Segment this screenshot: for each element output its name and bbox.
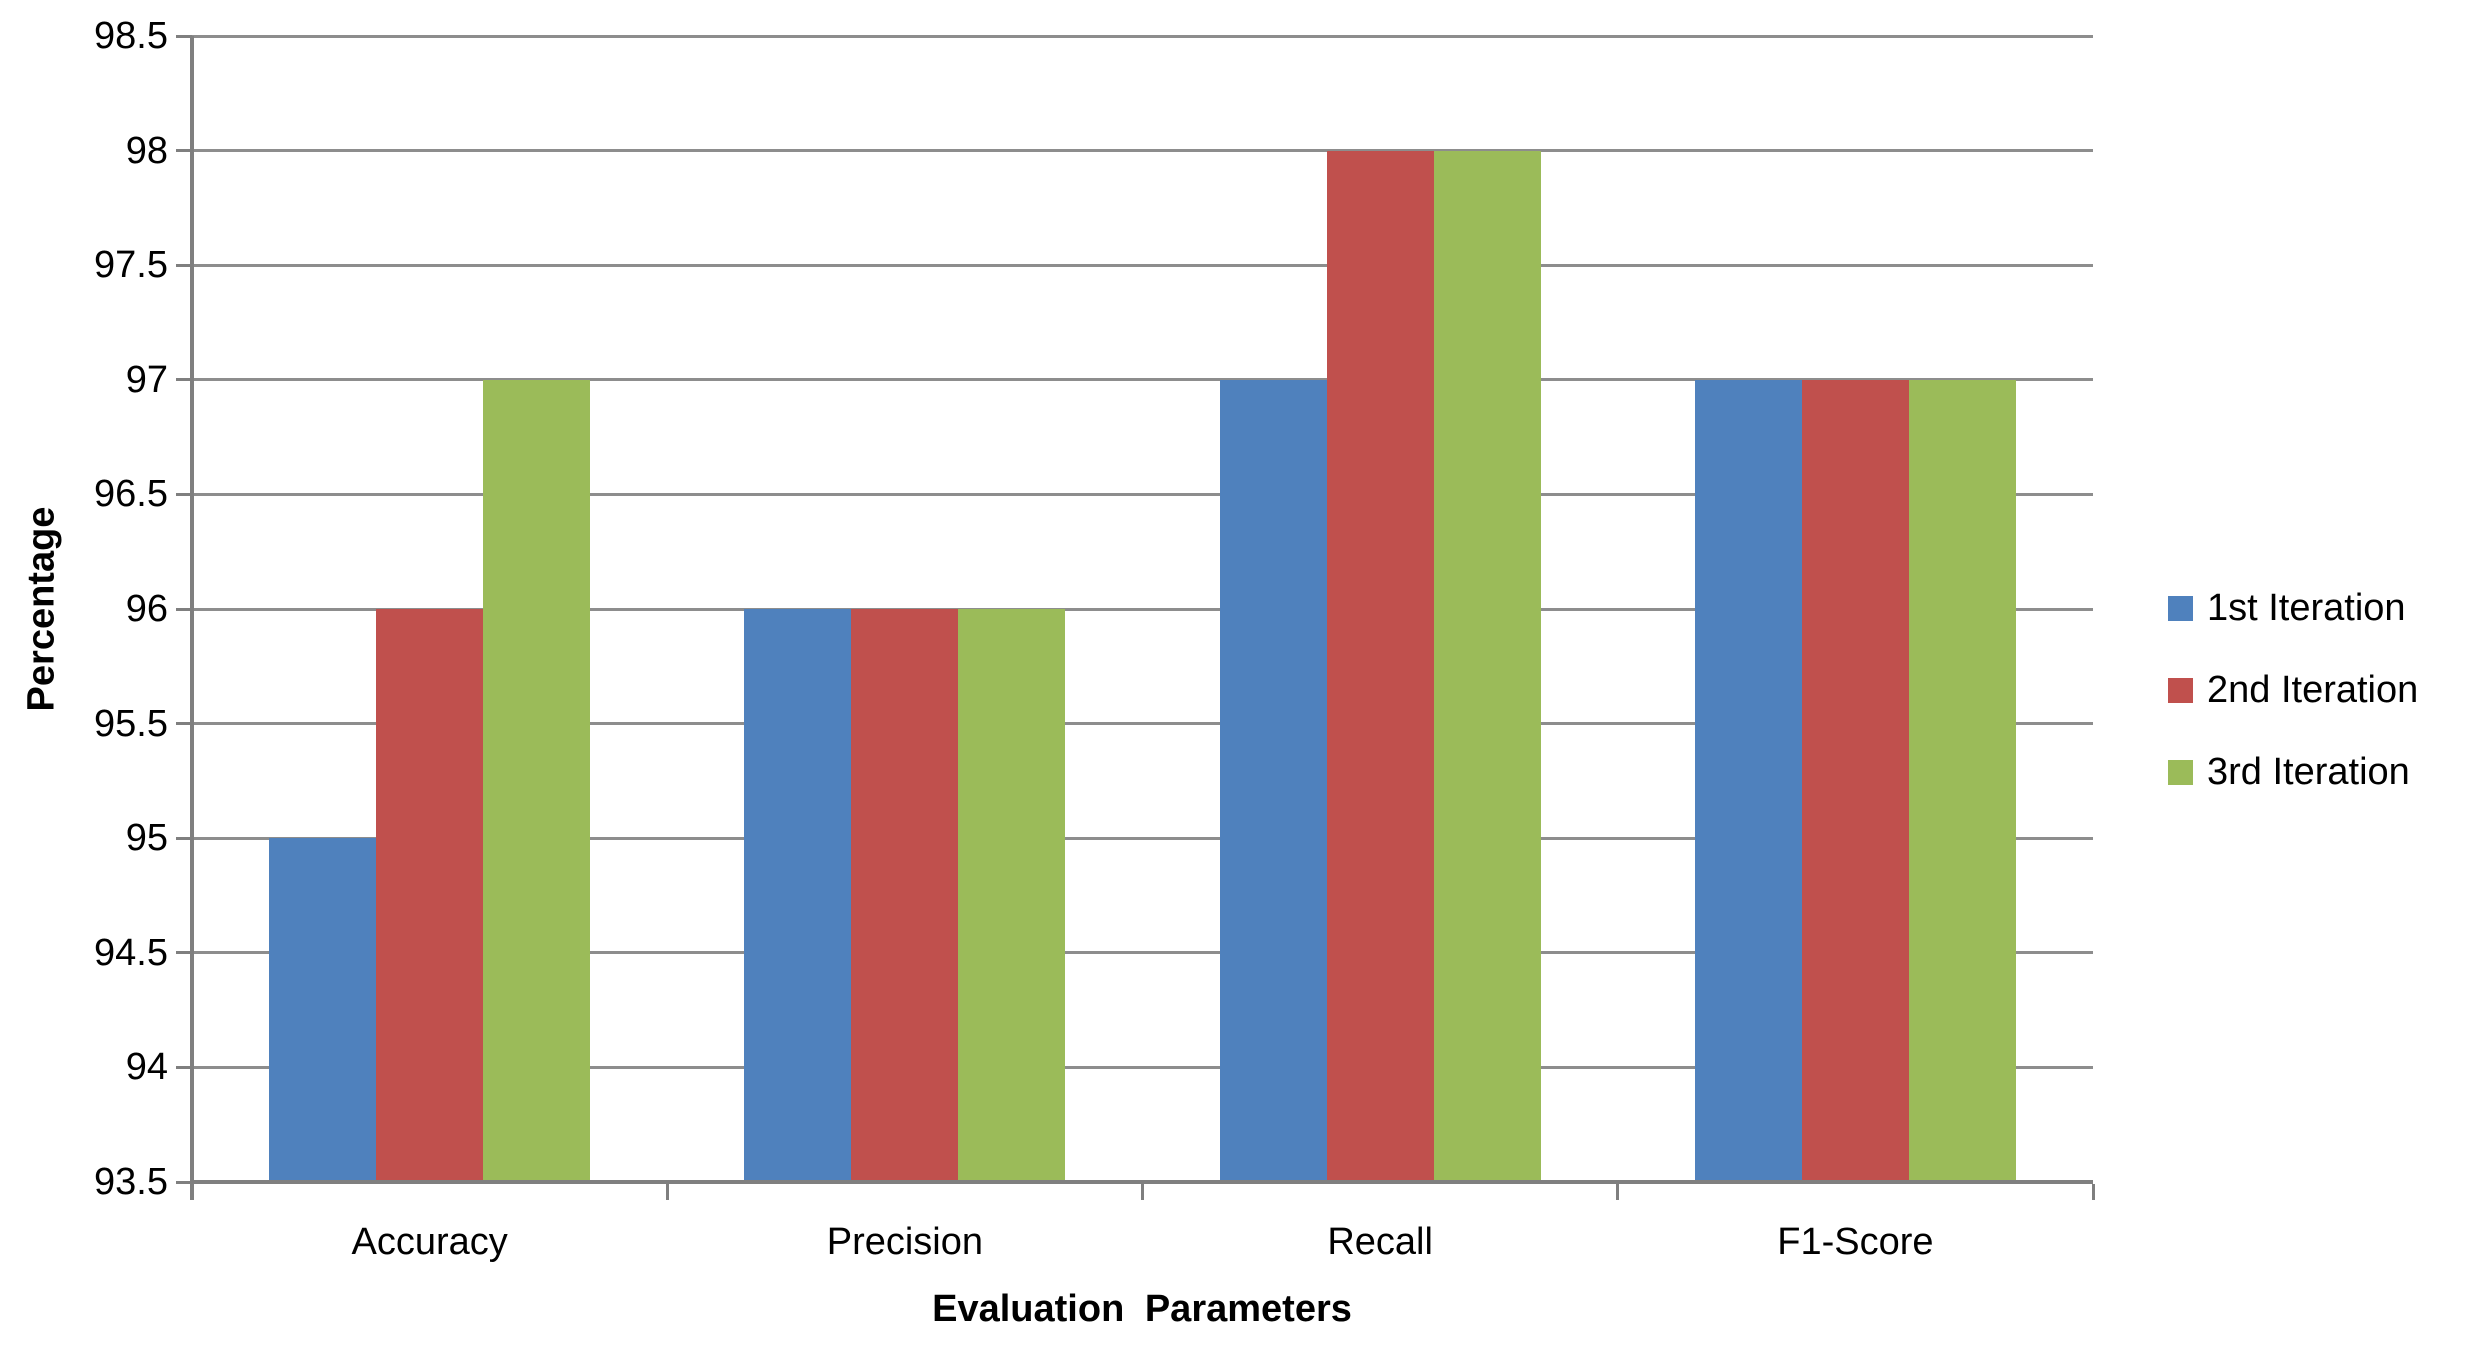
y-axis-line: [190, 36, 194, 1200]
y-tick-label: 95: [125, 817, 168, 860]
y-tick: [176, 836, 192, 840]
legend-label: 2nd Iteration: [2207, 669, 2419, 711]
legend-entry-2nd-iteration: 2nd Iteration: [2168, 671, 2418, 709]
bar-1st-iteration-f1-score: [1694, 379, 1802, 1182]
y-tick-label: 97: [125, 358, 168, 401]
gridline: [192, 836, 2093, 840]
x-tick: [1616, 1184, 1620, 1200]
bar-3rd-iteration-accuracy: [483, 379, 591, 1182]
bar-1st-iteration-accuracy: [269, 838, 377, 1182]
gridline: [192, 378, 2093, 382]
y-tick-label: 98: [125, 129, 168, 172]
y-tick: [176, 951, 192, 955]
legend-entry-3rd-iteration: 3rd Iteration: [2168, 753, 2410, 791]
x-axis-title: Evaluation Parameters: [932, 1288, 1352, 1330]
x-category-label: F1-Score: [1777, 1221, 1934, 1263]
x-category-label: Precision: [826, 1221, 984, 1263]
legend-entry-1st-iteration: 1st Iteration: [2168, 589, 2406, 627]
y-tick-label: 96: [125, 588, 168, 630]
x-axis-line: [192, 1180, 2093, 1184]
y-tick: [176, 1065, 192, 1069]
legend-label: 1st Iteration: [2207, 587, 2406, 629]
gridline: [192, 607, 2093, 611]
bar-2nd-iteration-accuracy: [376, 609, 484, 1182]
y-tick: [176, 149, 192, 153]
y-tick: [176, 1180, 192, 1184]
gridline: [192, 263, 2093, 267]
gridline: [192, 722, 2093, 726]
y-tick-label: 96.5: [94, 473, 168, 516]
bar-3rd-iteration-f1-score: [1908, 379, 2016, 1182]
legend-swatch-icon: [2168, 759, 2193, 785]
y-tick: [176, 378, 192, 382]
y-tick: [176, 607, 192, 611]
bar-2nd-iteration-recall: [1326, 150, 1434, 1182]
bar-3rd-iteration-recall: [1433, 150, 1541, 1182]
bar-1st-iteration-precision: [744, 609, 852, 1182]
y-tick-label: 98.5: [94, 15, 168, 57]
y-tick-label: 94.5: [94, 931, 168, 974]
gridline: [192, 492, 2093, 496]
y-tick: [176, 492, 192, 496]
x-tick: [2091, 1184, 2095, 1200]
y-tick: [176, 722, 192, 726]
gridline: [192, 951, 2093, 955]
x-category-label: Recall: [1327, 1221, 1433, 1263]
legend-swatch-icon: [2168, 677, 2193, 703]
gridline: [192, 1065, 2093, 1069]
x-tick: [665, 1184, 669, 1200]
bar-1st-iteration-recall: [1219, 379, 1327, 1182]
legend-label: 3rd Iteration: [2207, 751, 2410, 793]
y-tick: [176, 34, 192, 38]
y-tick: [176, 263, 192, 267]
bar-3rd-iteration-precision: [958, 609, 1066, 1182]
bar-2nd-iteration-precision: [851, 609, 959, 1182]
bar-2nd-iteration-f1-score: [1801, 379, 1909, 1182]
y-tick-label: 94: [125, 1046, 168, 1089]
y-axis-title: Percentage: [20, 506, 63, 712]
gridline: [192, 34, 2093, 38]
y-tick-label: 97.5: [94, 244, 168, 287]
y-tick-label: 93.5: [94, 1161, 168, 1203]
legend-swatch-icon: [2168, 595, 2193, 621]
y-tick-label: 95.5: [94, 702, 168, 745]
x-category-label: Accuracy: [351, 1221, 508, 1263]
gridline: [192, 149, 2093, 153]
x-tick: [1141, 1184, 1144, 1200]
